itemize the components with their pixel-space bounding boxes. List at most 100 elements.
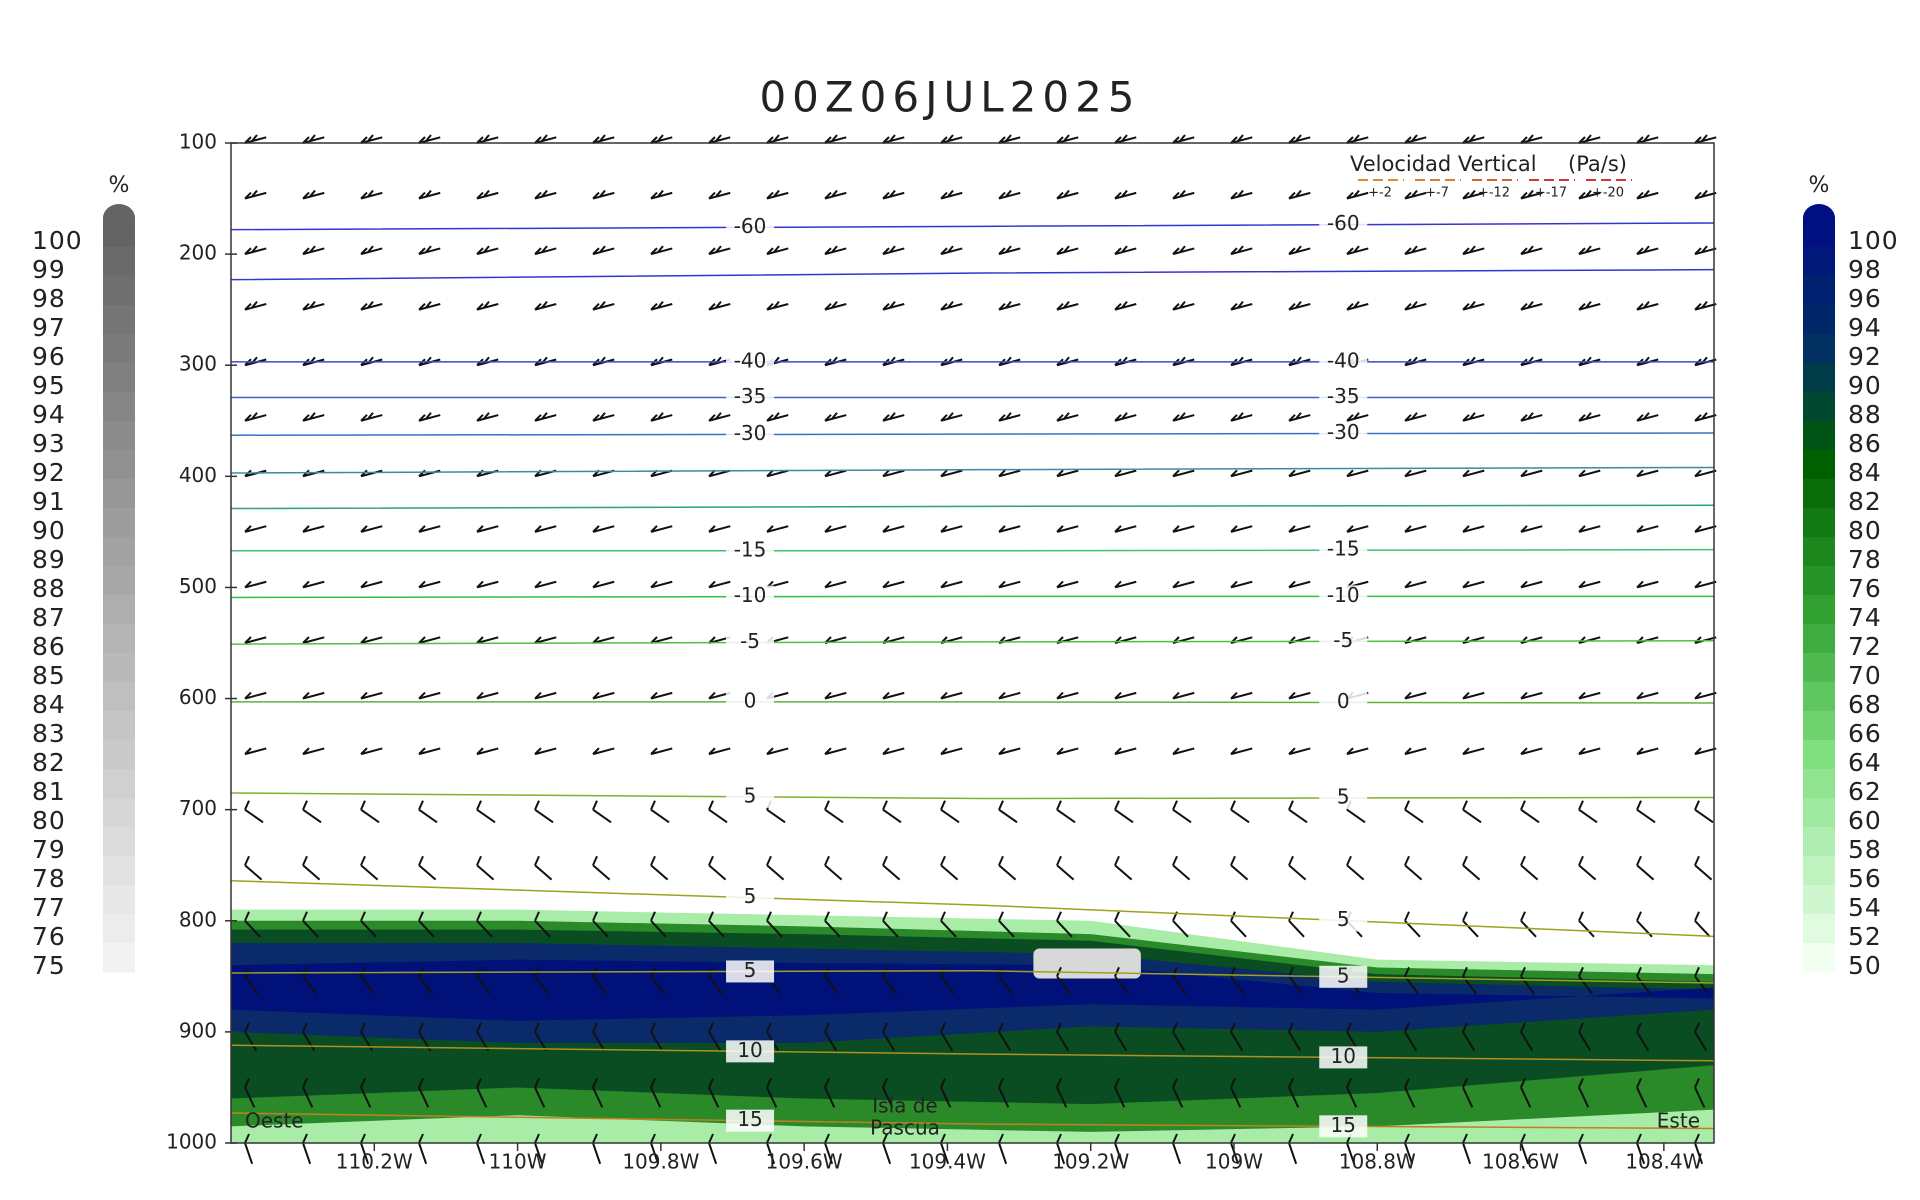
colorbar-label: 72 (1848, 632, 1882, 661)
colorbar-segment (1803, 943, 1835, 973)
wind-barb (592, 134, 615, 144)
colorbar-segment (1803, 566, 1835, 596)
wind-barb (824, 800, 844, 824)
rh-band (231, 959, 1714, 1021)
contour-label: -40 (734, 348, 767, 372)
wind-barb (1636, 1078, 1648, 1108)
colorbar-segment (1803, 595, 1835, 625)
wind-barb (1578, 525, 1601, 533)
wind-barb (708, 245, 731, 256)
wind-barb (1346, 525, 1369, 533)
wind-barb (1404, 1133, 1414, 1165)
wind-barb (1288, 855, 1307, 881)
colorbar-label: 68 (1848, 690, 1882, 719)
wind-barb (1694, 301, 1717, 311)
wind-barb (1114, 855, 1133, 881)
wind-barb (360, 800, 380, 824)
wind-barb (1520, 580, 1543, 589)
wind-barb (882, 134, 905, 144)
wind-barb (1694, 855, 1713, 881)
wind-barb (1172, 412, 1195, 422)
wind-barb (244, 525, 267, 533)
colorbar-label: 87 (32, 603, 66, 632)
wind-barb (1230, 301, 1253, 311)
wind-barb (360, 301, 383, 311)
contour-label: 5 (1337, 963, 1350, 987)
wind-barb (1172, 189, 1195, 200)
wind-barb (1462, 800, 1482, 824)
contour-label: 5 (744, 884, 757, 908)
wind-barb (1404, 966, 1420, 995)
wind-barb (1404, 469, 1427, 478)
wind-barb (1578, 1078, 1590, 1108)
wind-barb (766, 911, 783, 938)
wind-barb (998, 245, 1021, 256)
wind-barb (418, 747, 441, 756)
colorbar-label: 88 (32, 574, 66, 603)
wind-barb (1172, 855, 1191, 881)
wind-barb (534, 580, 557, 589)
y-tick-label: 100 (179, 130, 217, 154)
wind-barb (534, 134, 557, 144)
wind-barb (1114, 245, 1137, 256)
wind-barb (244, 747, 267, 756)
wind-barb (824, 580, 847, 589)
wind-barb (1172, 134, 1195, 144)
wind-barb (1056, 691, 1079, 700)
legend-label: +-20 (1592, 186, 1624, 201)
colorbar-segment (1803, 711, 1835, 741)
annotation: Oeste (245, 1109, 304, 1133)
colorbar-label: 100 (1848, 226, 1899, 255)
wind-barb (360, 855, 379, 881)
wind-barb (882, 412, 905, 422)
wind-barb (418, 911, 435, 938)
wind-barb (1288, 245, 1311, 256)
wind-barb (1404, 747, 1427, 756)
contour-line (230, 466, 1715, 474)
wind-barb (1346, 469, 1369, 478)
contour-label-bg (1319, 965, 1368, 988)
colorbar-segment (103, 508, 135, 538)
wind-barb (882, 1078, 894, 1108)
wind-barb (1172, 747, 1195, 756)
wind-barb (998, 966, 1014, 995)
wind-barb (1578, 966, 1594, 995)
wind-barb (418, 1078, 430, 1108)
contour-label: 10 (737, 1038, 762, 1062)
wind-barb (1346, 412, 1369, 422)
wind-barb (940, 134, 963, 144)
colorbar-segment (1803, 363, 1835, 393)
colorbar-segment (1803, 421, 1835, 451)
wind-barb (1056, 525, 1079, 533)
wind-barb (650, 691, 673, 700)
colorbar-label: 93 (32, 429, 66, 458)
wind-barb (1636, 966, 1652, 995)
wind-barb (824, 134, 847, 144)
wind-barb (1114, 580, 1137, 589)
contour-label-bg (726, 1109, 775, 1132)
wind-barb (708, 1078, 720, 1108)
wind-barb (940, 1078, 952, 1108)
x-tick-label: 109.2W (1052, 1150, 1129, 1174)
colorbar-unit: % (1809, 173, 1830, 198)
wind-barb (1346, 747, 1369, 756)
colorbar-segment (103, 885, 135, 915)
wind-barb (1056, 747, 1079, 756)
wind-barb (882, 580, 905, 589)
wind-barb (1520, 1078, 1532, 1108)
wind-barb (1636, 800, 1656, 824)
wind-barb (1056, 245, 1079, 256)
wind-barb (1172, 245, 1195, 256)
wind-barb (418, 301, 441, 311)
wind-barb (1578, 301, 1601, 311)
contour-label: -60 (1327, 211, 1360, 235)
wind-barb (360, 911, 377, 938)
wind-barb (476, 1078, 488, 1108)
wind-barb (476, 747, 499, 756)
wind-barb (940, 691, 963, 700)
wind-barb (998, 800, 1018, 824)
wind-barb (1694, 747, 1717, 756)
contour-label-bg (1319, 213, 1368, 236)
wind-barb (824, 245, 847, 256)
